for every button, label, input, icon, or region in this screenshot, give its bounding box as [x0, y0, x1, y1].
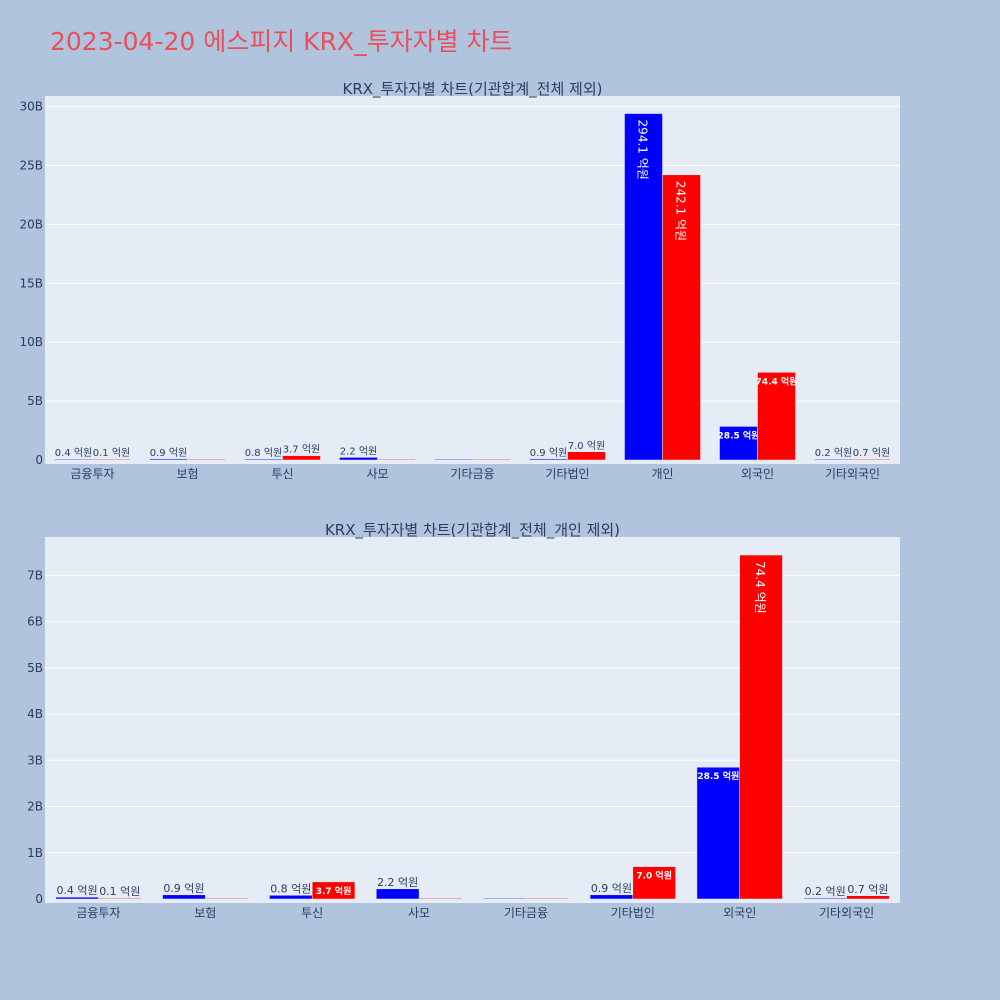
x-tick-label: 금융투자 [70, 467, 114, 481]
data-label: 0.1 억원 [99, 885, 140, 898]
bar-sell [846, 895, 890, 900]
y-tick-label: 20B [19, 217, 43, 231]
bar-buy [55, 896, 99, 900]
bar-buy [244, 458, 283, 461]
y-tick-label: 7B [27, 568, 43, 582]
y-tick-label: 10B [19, 335, 43, 349]
data-label: 74.4 억원 [756, 375, 798, 387]
x-tick-label: 사모 [408, 906, 430, 920]
data-label: 0.4 억원 [56, 884, 97, 897]
y-tick-label: 0 [35, 453, 43, 467]
data-label: 0.9 억원 [530, 447, 567, 459]
data-label: 7.0 억원 [636, 870, 672, 882]
y-tick-label: 15B [19, 276, 43, 290]
bar-buy [269, 895, 313, 900]
bar-sell [567, 451, 606, 461]
data-label: 0.7 억원 [853, 447, 890, 459]
bar-buy [162, 894, 206, 900]
data-label: 0.2 억원 [805, 885, 846, 898]
bar-sell [472, 458, 511, 461]
x-tick-label: 투신 [301, 906, 323, 920]
bar-buy [719, 426, 758, 461]
data-label: 0.8 억원 [270, 882, 311, 895]
y-tick-label: 30B [19, 100, 43, 114]
bar-sell [757, 372, 796, 461]
y-tick-label: 5B [27, 661, 43, 675]
y-tick-label: 2B [27, 800, 43, 814]
bar-sell [739, 554, 783, 900]
x-tick-label: 기타법인 [545, 467, 589, 481]
bar-sell [311, 881, 356, 900]
x-tick-label: 사모 [366, 467, 388, 481]
bar-buy [149, 458, 188, 461]
data-label: 28.5 억원 [718, 429, 760, 441]
y-tick-label: 4B [27, 707, 43, 721]
data-label: 3.7 억원 [283, 444, 320, 456]
bar-buy [529, 458, 568, 461]
bar-sell [205, 897, 249, 900]
bar-buy [376, 888, 420, 900]
x-tick-label: 기타금융 [504, 906, 548, 920]
data-label: 2.2 억원 [340, 445, 377, 457]
bar-buy [54, 458, 93, 461]
x-tick-label: 기타법인 [611, 906, 655, 920]
data-label: 0.9 억원 [163, 882, 204, 895]
y-tick-label: 3B [27, 753, 43, 767]
bar-sell [418, 897, 463, 900]
x-tick-label: 보험 [176, 467, 198, 481]
bar-buy [803, 897, 847, 900]
bar-buy [339, 457, 378, 461]
bar-buy [482, 897, 527, 900]
data-label: 74.4 억원 [753, 561, 767, 614]
x-tick-label: 금융투자 [76, 906, 120, 920]
bar-sell [187, 458, 226, 461]
data-label: 0.8 억원 [245, 447, 282, 459]
y-tick-label: 0 [35, 892, 43, 906]
data-label: 242.1 억원 [674, 181, 688, 241]
bar-sell [98, 897, 142, 900]
bar-sell [662, 174, 701, 461]
bar-buy [589, 894, 634, 900]
x-tick-label: 투신 [271, 467, 293, 481]
bar-buy [814, 458, 853, 461]
data-label: 294.1 억원 [636, 120, 650, 180]
bar-sell [632, 866, 676, 900]
data-label: 0.1 억원 [93, 447, 130, 459]
data-label: 3.7 억원 [316, 885, 352, 897]
data-label: 0.7 억원 [847, 883, 888, 896]
bar-sell [377, 458, 416, 461]
y-tick-label: 6B [27, 615, 43, 629]
data-label: 0.9 억원 [150, 447, 187, 459]
x-tick-label: 기타금융 [450, 467, 494, 481]
bar-sell [525, 897, 569, 900]
y-tick-label: 5B [27, 394, 43, 408]
x-tick-label: 개인 [651, 467, 673, 481]
chart-title: KRX_투자자별 차트(기관합계_전체 제외) [343, 80, 603, 99]
x-tick-label: 보험 [194, 906, 216, 920]
bar-buy [434, 458, 473, 461]
x-tick-label: 기타외국인 [819, 906, 874, 920]
y-tick-label: 25B [19, 159, 43, 173]
y-tick-label: 1B [27, 846, 43, 860]
data-label: 7.0 억원 [568, 440, 605, 452]
bar-buy [624, 113, 663, 461]
bar-buy [696, 766, 740, 900]
bar-sell [282, 455, 321, 461]
data-label: 28.5 억원 [697, 770, 739, 782]
chart-title: KRX_투자자별 차트(기관합계_전체_개인 제외) [325, 521, 620, 540]
bar-sell [852, 458, 891, 461]
data-label: 0.2 억원 [815, 447, 852, 459]
x-tick-label: 기타외국인 [825, 467, 880, 481]
x-tick-label: 외국인 [741, 467, 774, 481]
x-tick-label: 외국인 [723, 906, 756, 920]
bar-sell [92, 458, 131, 461]
page-title: 2023-04-20 에스피지 KRX_투자자별 차트 [50, 27, 513, 56]
data-label: 2.2 억원 [377, 876, 418, 889]
data-label: 0.9 억원 [591, 882, 632, 895]
data-label: 0.4 억원 [55, 447, 92, 459]
